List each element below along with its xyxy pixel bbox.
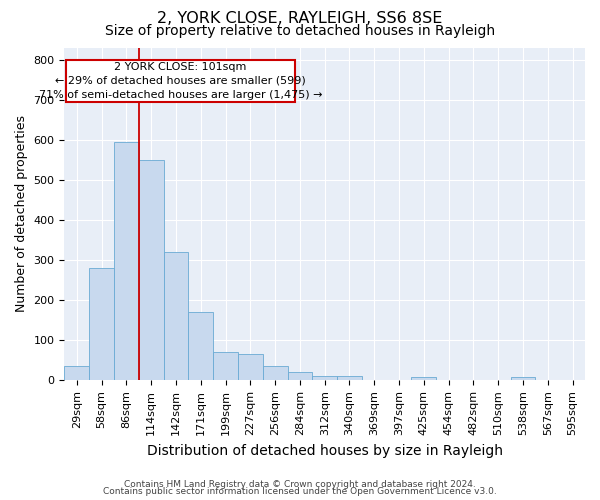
FancyBboxPatch shape: [65, 60, 295, 102]
Bar: [139, 160, 164, 380]
X-axis label: Distribution of detached houses by size in Rayleigh: Distribution of detached houses by size …: [147, 444, 503, 458]
Bar: [238, 354, 263, 380]
Bar: [313, 376, 337, 380]
Bar: [188, 312, 213, 380]
Bar: [511, 377, 535, 380]
Bar: [213, 352, 238, 380]
Bar: [164, 252, 188, 380]
Text: 2, YORK CLOSE, RAYLEIGH, SS6 8SE: 2, YORK CLOSE, RAYLEIGH, SS6 8SE: [157, 11, 443, 26]
Bar: [64, 366, 89, 380]
Bar: [114, 142, 139, 380]
Bar: [263, 366, 287, 380]
Bar: [287, 372, 313, 380]
Text: 2 YORK CLOSE: 101sqm
← 29% of detached houses are smaller (599)
71% of semi-deta: 2 YORK CLOSE: 101sqm ← 29% of detached h…: [38, 62, 322, 100]
Bar: [337, 376, 362, 380]
Text: Contains HM Land Registry data © Crown copyright and database right 2024.: Contains HM Land Registry data © Crown c…: [124, 480, 476, 489]
Bar: [89, 268, 114, 380]
Text: Size of property relative to detached houses in Rayleigh: Size of property relative to detached ho…: [105, 24, 495, 38]
Y-axis label: Number of detached properties: Number of detached properties: [15, 116, 28, 312]
Bar: [412, 377, 436, 380]
Text: Contains public sector information licensed under the Open Government Licence v3: Contains public sector information licen…: [103, 487, 497, 496]
